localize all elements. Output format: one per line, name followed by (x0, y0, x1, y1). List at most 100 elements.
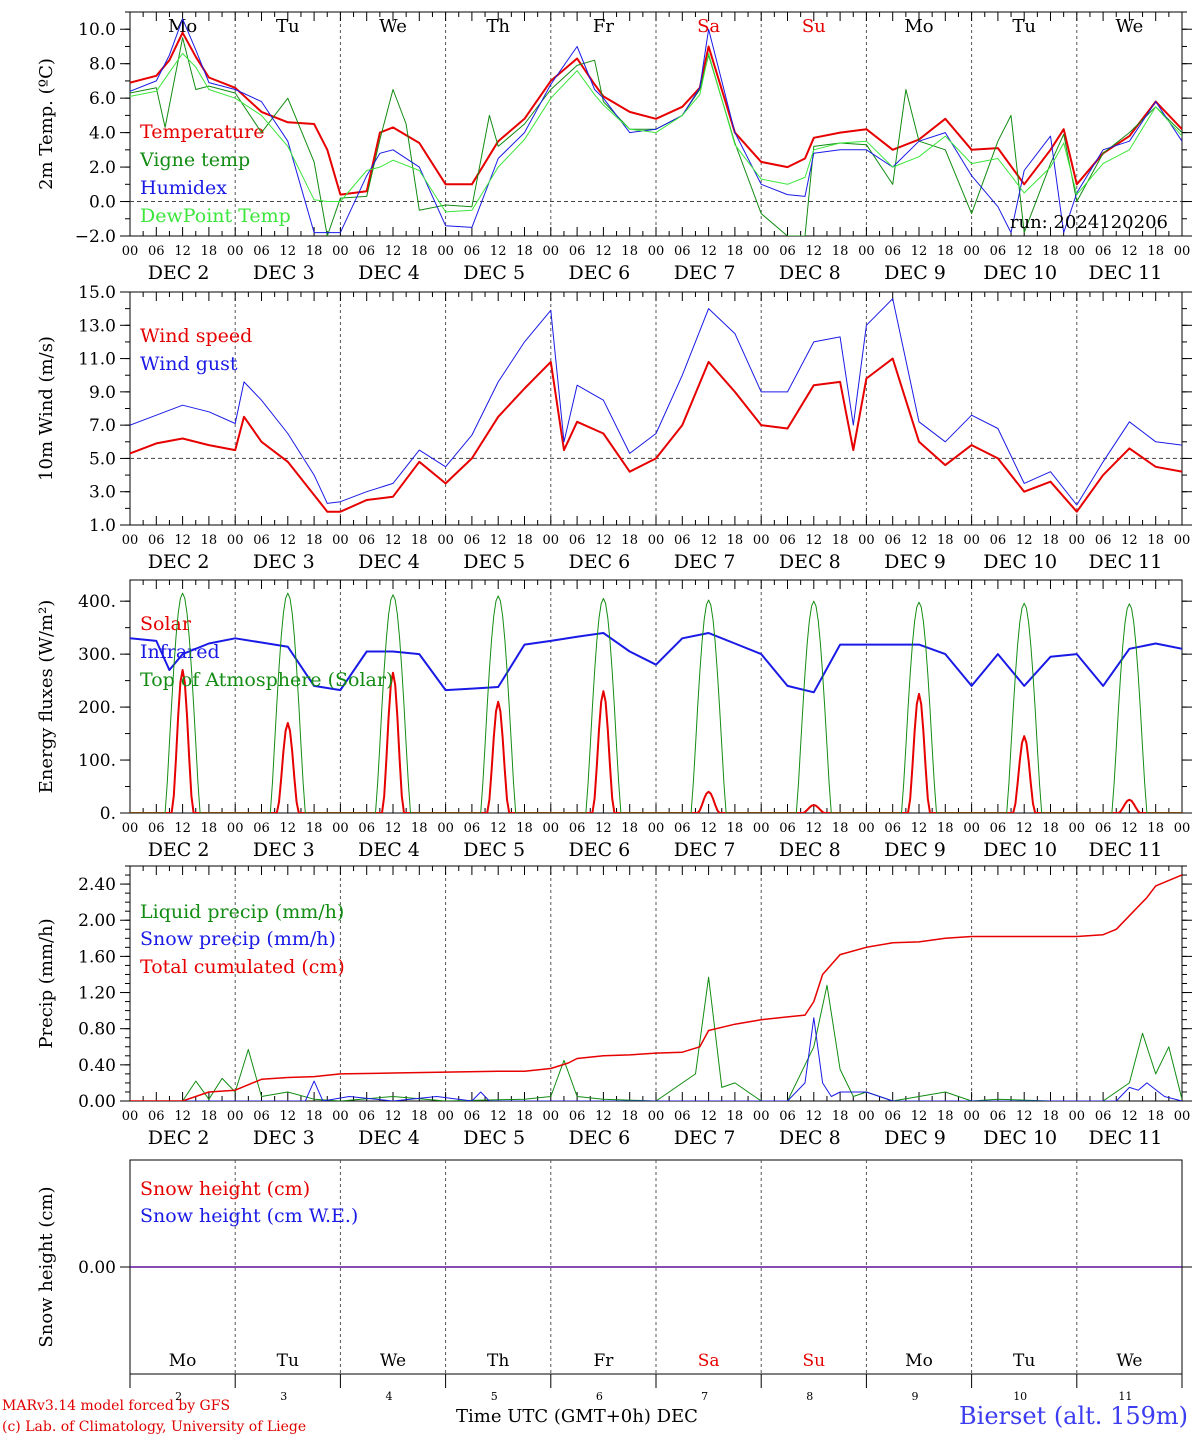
hour-tick-label: 00 (963, 533, 980, 548)
legend-entry: Wind gust (140, 353, 238, 375)
hour-tick-label: 12 (385, 821, 402, 836)
hour-tick-label: 12 (700, 821, 717, 836)
y-axis-label: Snow height (cm) (36, 1186, 57, 1347)
hour-tick-label: 18 (832, 1109, 849, 1124)
y-tick-label: 0.00 (78, 1092, 116, 1112)
hour-tick-label: 12 (1121, 1109, 1138, 1124)
hour-tick-label: 00 (858, 1109, 875, 1124)
hour-tick-label: 06 (990, 1109, 1007, 1124)
day-label: Tu (276, 16, 300, 37)
hour-tick-label: 18 (937, 244, 954, 259)
day-number-label: 10 (1013, 1390, 1027, 1403)
panel-5: Mo Tu We Th Fr Sa Su Mo Tu We 2 3 4 5 6 7 8 9 10 11 0.00 Snow… (36, 1159, 1192, 1403)
hour-tick-label: 12 (280, 533, 297, 548)
hour-tick-label: 18 (937, 1109, 954, 1124)
day-number-label: 2 (175, 1390, 182, 1403)
date-label: DEC 2 (148, 839, 210, 861)
hour-tick-label: 00 (648, 244, 665, 259)
hour-tick-label: 00 (1174, 1109, 1191, 1124)
hour-tick-label: 06 (779, 244, 796, 259)
hour-tick-label: 18 (306, 1109, 323, 1124)
lab-credit: (c) Lab. of Climatology, University of L… (2, 1419, 307, 1435)
legend-entry: Total cumulated (cm) (140, 956, 345, 978)
hour-tick-label: 12 (490, 1109, 507, 1124)
hour-tick-label: 00 (437, 533, 454, 548)
legend-entry: Snow height (cm) (140, 1178, 310, 1200)
day-label: Tu (277, 1351, 299, 1371)
hour-tick-label: 06 (990, 533, 1007, 548)
hour-tick-label: 06 (779, 821, 796, 836)
hour-tick-label: 06 (148, 533, 165, 548)
hour-tick-label: 06 (464, 821, 481, 836)
hour-tick-label: 12 (174, 821, 191, 836)
hour-tick-label: 00 (753, 1109, 770, 1124)
hour-tick-label: 00 (122, 244, 139, 259)
hour-tick-label: 06 (358, 533, 375, 548)
plot-frame (129, 11, 1183, 237)
hour-tick-label: 12 (490, 533, 507, 548)
hour-tick-label: 06 (990, 821, 1007, 836)
hour-tick-label: 00 (1174, 533, 1191, 548)
hour-tick-label: 18 (727, 533, 744, 548)
hour-tick-label: 12 (911, 533, 928, 548)
hour-tick-label: 06 (674, 821, 691, 836)
hour-tick-label: 18 (621, 244, 638, 259)
hour-tick-label: 06 (1095, 1109, 1112, 1124)
hour-tick-label: 00 (543, 821, 560, 836)
hour-tick-label: 18 (516, 533, 533, 548)
hour-tick-label: 00 (1069, 821, 1086, 836)
day-label: We (1116, 1351, 1142, 1371)
date-label: DEC 2 (148, 1127, 210, 1149)
date-label: DEC 3 (253, 839, 315, 861)
y-tick-label: 6.0 (89, 89, 116, 109)
series-line (130, 632, 1182, 694)
panel-2: 00 06 12 18 00 06 12 18 00 06 12 18 00 06 12 18 00 06 12 18… (36, 283, 1192, 573)
date-label: DEC 8 (779, 1127, 841, 1149)
panel-1: 00 06 12 18 00 06 12 18 00 06 12 18 00 06 12 18 00 06 12 18… (36, 11, 1192, 284)
hour-tick-label: 06 (253, 244, 270, 259)
hour-tick-label: 12 (700, 244, 717, 259)
station-name: Bierset (alt. 159m) (959, 1402, 1188, 1430)
date-label: DEC 9 (884, 262, 946, 284)
hour-tick-label: 12 (280, 1109, 297, 1124)
legend-entry: Snow height (cm W.E.) (140, 1205, 358, 1227)
hour-tick-label: 00 (437, 821, 454, 836)
date-label: DEC 3 (253, 551, 315, 573)
hour-tick-label: 00 (858, 533, 875, 548)
y-tick-label: 0.00 (78, 1258, 116, 1278)
y-tick-label: 200. (78, 698, 116, 718)
y-tick-label: 2.00 (78, 911, 116, 931)
y-tick-label: 10.0 (78, 20, 116, 40)
x-axis-month: DEC (656, 1406, 698, 1427)
run-label: run: 2024120206 (1010, 212, 1168, 233)
y-tick-label: 0.0 (89, 193, 116, 213)
hour-tick-label: 18 (621, 533, 638, 548)
y-tick-label: 400. (78, 592, 116, 612)
hour-tick-label: 00 (437, 244, 454, 259)
hour-tick-label: 00 (437, 1109, 454, 1124)
hour-tick-label: 12 (911, 1109, 928, 1124)
y-tick-label: 8.0 (89, 55, 116, 75)
date-label: DEC 9 (884, 551, 946, 573)
hour-tick-label: 18 (1147, 821, 1164, 836)
date-label: DEC 9 (884, 1127, 946, 1149)
hour-tick-label: 18 (1042, 1109, 1059, 1124)
date-label: DEC 4 (358, 839, 420, 861)
hour-tick-label: 18 (201, 244, 218, 259)
date-label: DEC 7 (674, 839, 736, 861)
hour-tick-label: 06 (464, 244, 481, 259)
panel-3: 00 06 12 18 00 06 12 18 00 06 12 18 00 06 12 18 00 06 12 18… (36, 579, 1192, 861)
hour-tick-label: 12 (806, 244, 823, 259)
hour-tick-label: 00 (227, 1109, 244, 1124)
legend-entry: Vigne temp (139, 149, 250, 171)
hour-tick-label: 00 (227, 244, 244, 259)
hour-tick-label: 12 (700, 533, 717, 548)
hour-tick-label: 12 (174, 533, 191, 548)
hour-tick-label: 12 (806, 1109, 823, 1124)
hour-tick-label: 18 (727, 1109, 744, 1124)
hour-tick-label: 18 (411, 533, 428, 548)
day-number-label: 6 (596, 1390, 603, 1403)
day-label: Tu (1012, 16, 1036, 37)
y-tick-label: 1.60 (78, 947, 116, 967)
y-axis-label: 2m Temp. (ºC) (36, 58, 57, 190)
